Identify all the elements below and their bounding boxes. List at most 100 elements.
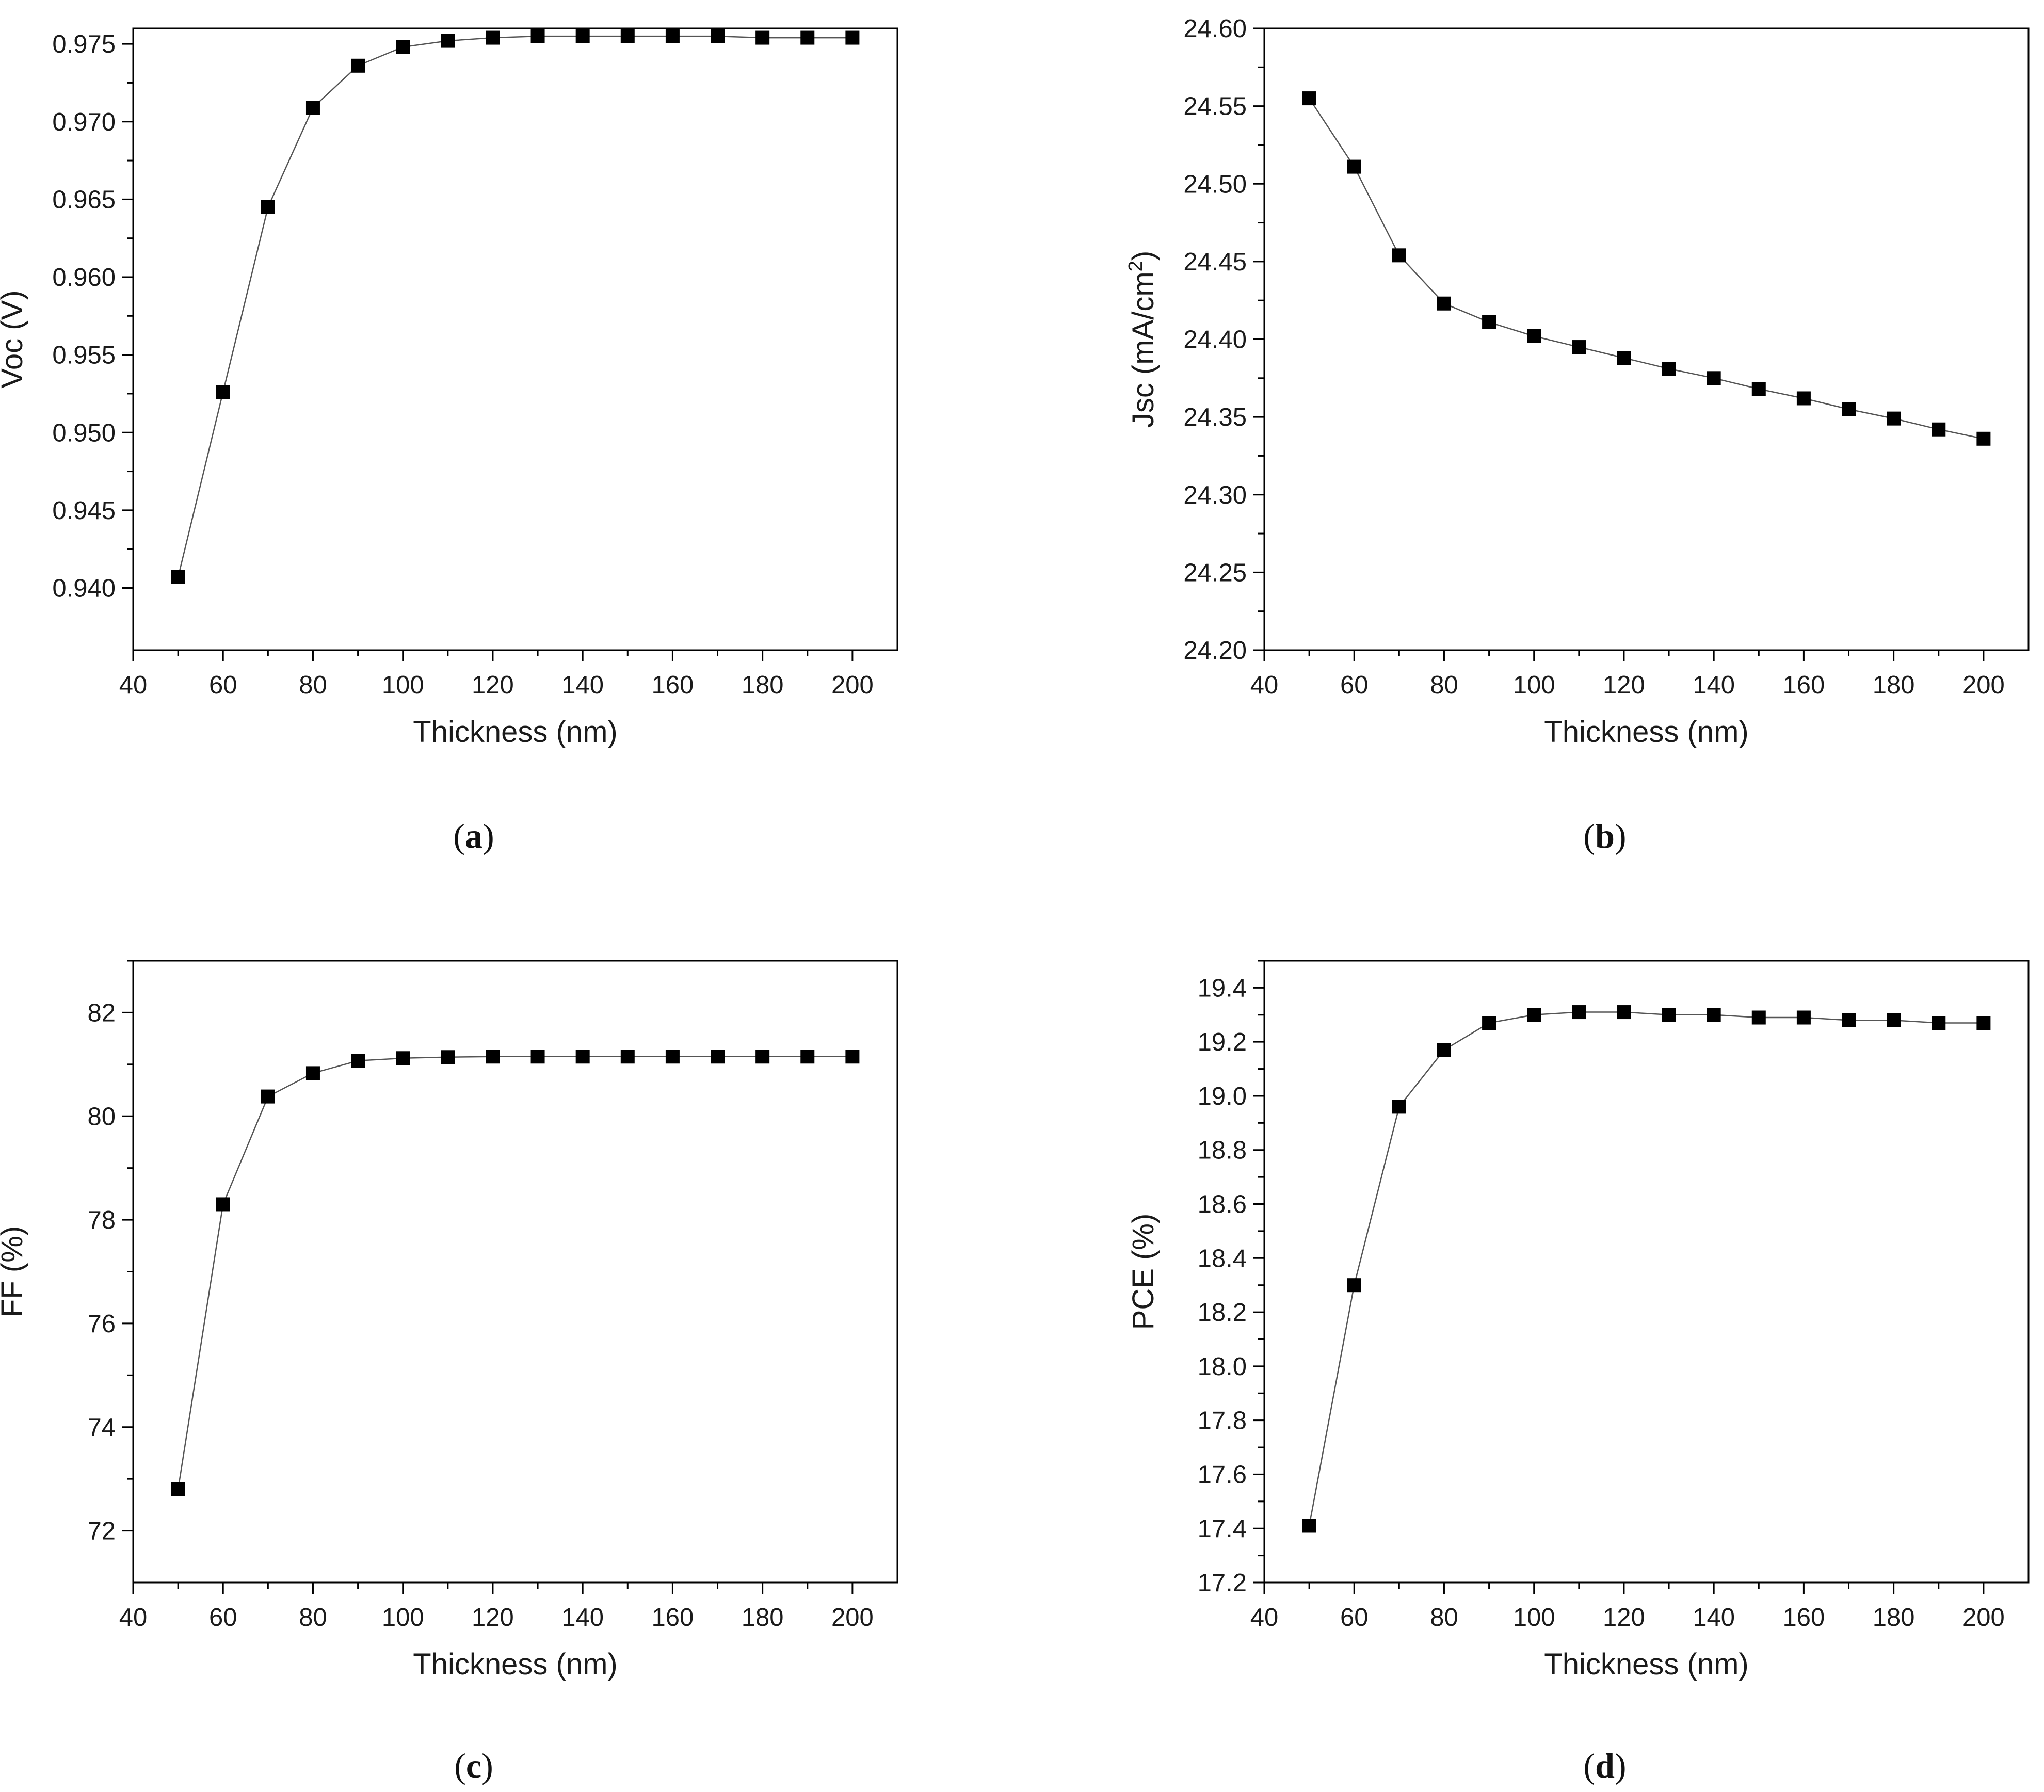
data-point — [620, 1050, 635, 1064]
series-line — [1309, 98, 1984, 440]
caption-letter: a — [465, 816, 482, 855]
data-point — [1842, 402, 1856, 416]
data-point — [351, 1054, 365, 1068]
x-tick-label: 200 — [1962, 1604, 2005, 1632]
data-point — [1302, 91, 1316, 106]
data-point — [1617, 351, 1631, 365]
y-tick-label: 0.940 — [52, 575, 116, 603]
y-axis-label-text: Jsc (mA/cm — [1126, 271, 1160, 428]
chart-panel-d: 40 60 80 100 120 140 160 180 200 17.2 17.4 17.6 17.8… — [1126, 960, 2030, 1785]
data-point — [1347, 159, 1361, 174]
y-tick-label: 74 — [87, 1414, 116, 1442]
plot-frame — [132, 960, 898, 1584]
data-point — [800, 30, 815, 45]
data-point — [1842, 1013, 1856, 1027]
y-tick-label: 0.960 — [52, 264, 116, 292]
x-tick-label: 180 — [742, 671, 784, 699]
data-point — [1437, 296, 1451, 311]
data-point — [530, 1050, 545, 1064]
x-tick-label: 200 — [831, 671, 874, 699]
y-tick-label: 24.35 — [1183, 403, 1247, 431]
data-point — [1347, 1278, 1361, 1293]
data-point — [1751, 1010, 1766, 1025]
x-tick-label: 60 — [1340, 1604, 1369, 1632]
y-axis-label-superscript: 2 — [1125, 261, 1147, 271]
y-tick-label: 82 — [87, 999, 116, 1027]
y-axis-label-text: FF (%) — [0, 1226, 29, 1317]
y-axis-label: Jsc (mA/cm2) — [1125, 251, 1160, 428]
data-point — [800, 1050, 815, 1064]
x-axis-label: Thickness (nm) — [413, 1648, 617, 1681]
data-point — [1617, 1005, 1631, 1020]
data-point — [1662, 362, 1676, 376]
x-tick-label: 140 — [1693, 671, 1735, 699]
caption-open: ( — [454, 1746, 466, 1785]
caption-close: ) — [481, 1746, 493, 1785]
data-point — [575, 1050, 590, 1064]
y-tick-label: 76 — [87, 1310, 116, 1338]
x-tick-label: 40 — [1250, 671, 1279, 699]
data-point — [1392, 1100, 1406, 1114]
x-tick-label: 180 — [1873, 671, 1915, 699]
x-tick-label: 200 — [831, 1604, 874, 1632]
y-tick-label: 19.0 — [1198, 1083, 1247, 1110]
data-point — [1527, 329, 1541, 343]
plot-frame — [132, 27, 898, 651]
data-point — [665, 1050, 680, 1064]
y-tick-label: 0.975 — [52, 30, 116, 58]
x-tick-label: 160 — [652, 1604, 694, 1632]
x-tick-label: 60 — [209, 1604, 237, 1632]
data-point — [1482, 315, 1496, 329]
x-axis-label: Thickness (nm) — [413, 715, 617, 749]
y-tick-label: 80 — [87, 1103, 116, 1131]
y-tick-label: 24.40 — [1183, 326, 1247, 354]
plot-frame — [1263, 960, 2030, 1584]
data-point — [575, 29, 590, 43]
caption-open: ( — [1583, 816, 1595, 855]
chart-panel-a: 40 60 80 100 120 140 160 180 200 0.940 0.945 0.950 0… — [0, 27, 898, 855]
y-axis-label: Voc (V) — [0, 290, 29, 388]
data-point — [1527, 1008, 1541, 1022]
x-tick-label: 100 — [382, 1604, 424, 1632]
data-point — [1796, 391, 1811, 406]
data-point — [530, 29, 545, 43]
y-tick-label: 18.8 — [1198, 1137, 1247, 1165]
x-tick-label: 100 — [1513, 671, 1555, 699]
x-tick-label: 140 — [561, 1604, 604, 1632]
data-point — [1751, 382, 1766, 396]
data-point — [1302, 1519, 1316, 1533]
data-point — [711, 29, 725, 43]
data-point — [1887, 1013, 1901, 1027]
data-point — [351, 58, 365, 73]
caption-close: ) — [1615, 1746, 1627, 1785]
x-tick-label: 200 — [1962, 671, 2005, 699]
x-tick-label: 40 — [1250, 1604, 1279, 1632]
x-tick-label: 180 — [742, 1604, 784, 1632]
data-point — [1392, 248, 1406, 263]
x-tick-label: 120 — [472, 1604, 514, 1632]
data-point — [1932, 422, 1946, 437]
data-point — [1887, 411, 1901, 426]
x-tick-label: 80 — [299, 1604, 327, 1632]
y-tick-label: 0.955 — [52, 342, 116, 369]
data-point — [486, 1050, 500, 1064]
plot-frame — [1263, 27, 2030, 651]
caption-close: ) — [1615, 816, 1627, 855]
y-tick-label: 0.950 — [52, 419, 116, 447]
data-point — [1482, 1016, 1496, 1030]
data-point — [1572, 1005, 1586, 1020]
y-tick-label: 18.4 — [1198, 1245, 1247, 1272]
x-tick-label: 60 — [1340, 671, 1369, 699]
y-tick-label: 17.6 — [1198, 1461, 1247, 1489]
y-tick-label: 0.965 — [52, 186, 116, 214]
data-point — [261, 1089, 275, 1104]
panel-caption: (b) — [1583, 816, 1626, 855]
y-tick-label: 24.55 — [1183, 93, 1247, 121]
caption-open: ( — [1583, 1746, 1595, 1785]
x-tick-label: 60 — [209, 671, 237, 699]
data-point — [486, 30, 500, 45]
x-tick-label: 40 — [119, 671, 148, 699]
data-point — [1662, 1008, 1676, 1022]
y-axis-label: FF (%) — [0, 1226, 29, 1317]
data-point — [1707, 1008, 1721, 1022]
